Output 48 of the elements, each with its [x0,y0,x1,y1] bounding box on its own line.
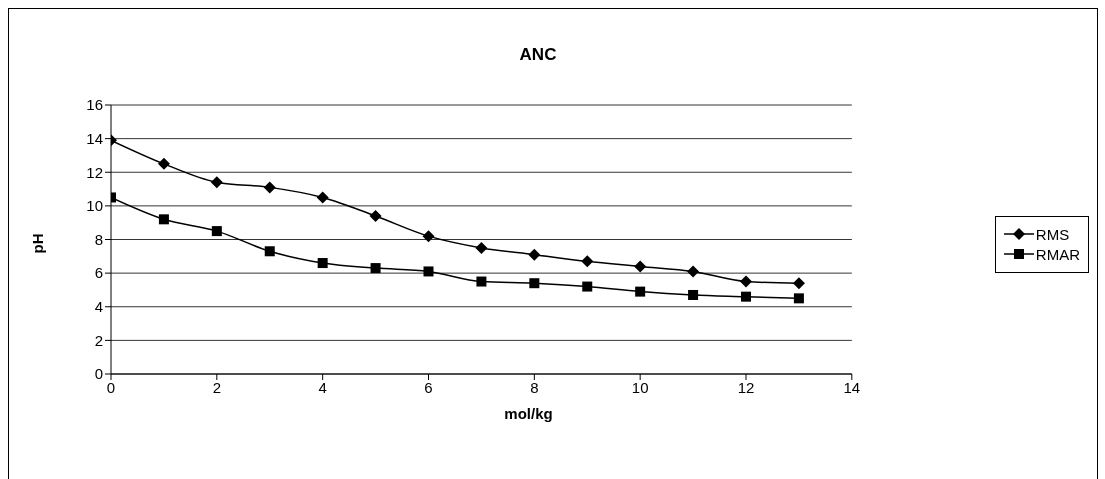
y-tick-label: 10 [86,197,103,215]
point [688,289,699,300]
point [158,214,169,225]
point [529,278,540,289]
y-tick-label: 4 [94,298,103,316]
point [422,230,435,243]
y-tick-label: 12 [86,163,103,181]
point [475,241,488,254]
point [369,209,382,222]
y-tick-label: 2 [94,331,103,349]
point [316,191,329,204]
point [423,266,434,277]
legend-label: RMS [1035,225,1070,243]
point [582,281,593,292]
x-tick-label: 2 [212,378,221,396]
point [741,291,751,302]
point [634,260,647,273]
point [264,246,275,257]
chart-title: ANC [518,45,558,65]
point [370,263,381,274]
point [210,176,223,189]
point [263,181,276,194]
point [211,226,222,237]
x-tick-label: 10 [631,378,649,396]
y-tick-label: 0 [94,365,103,383]
y-tick-label: 14 [86,129,103,147]
point [635,286,646,297]
point [793,293,804,304]
x-tick-label: 6 [424,378,433,396]
x-tick-label: 4 [318,378,327,396]
point [476,276,487,287]
x-tick-label: 12 [737,378,755,396]
point [740,275,752,288]
point [317,258,328,269]
y-tick-label: 6 [94,264,103,282]
x-tick-label: 14 [843,378,861,396]
legend-label: RMAR [1035,245,1080,263]
y-tick-label: 8 [94,230,103,248]
y-axis-title: pH [28,233,46,254]
x-tick-label: 8 [530,378,539,396]
point [687,265,700,278]
point [792,277,805,290]
point [581,255,594,268]
x-axis-title: mol/kg [503,405,554,422]
y-tick-label: 16 [86,96,103,114]
point [528,248,541,261]
x-tick-label: 0 [106,378,116,396]
point [157,157,170,170]
